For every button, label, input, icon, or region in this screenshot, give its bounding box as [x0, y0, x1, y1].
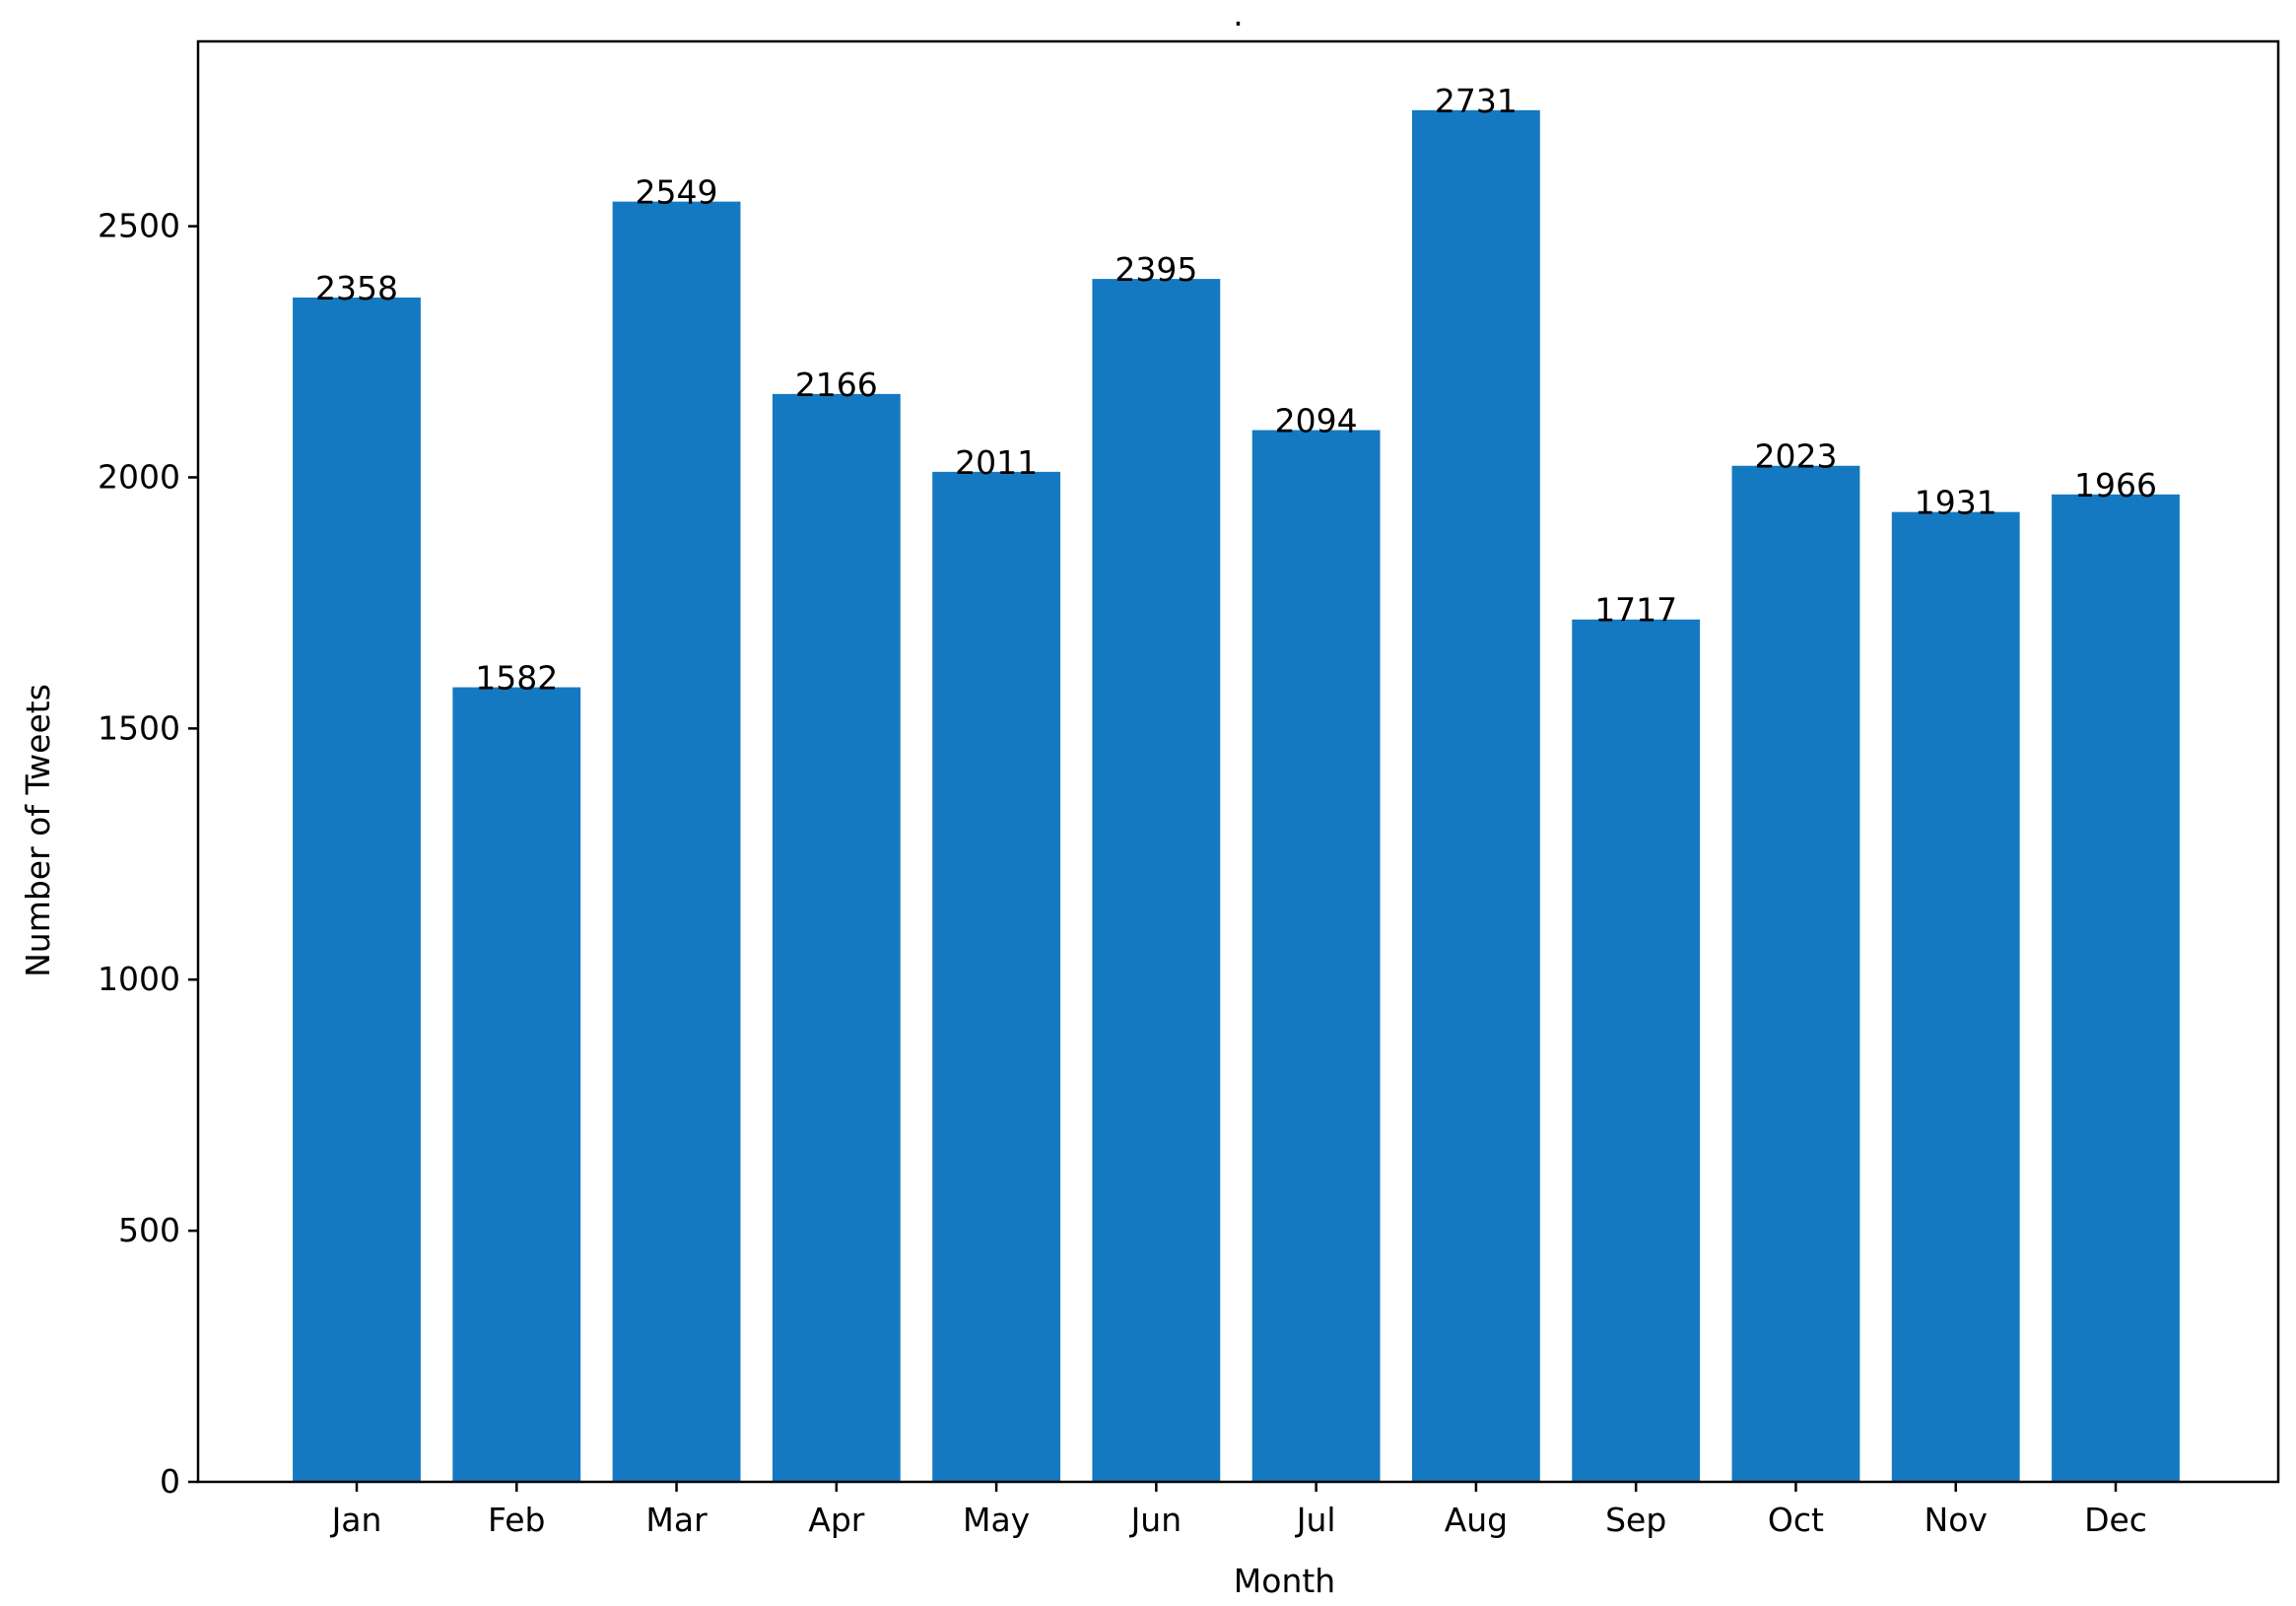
bar-may	[932, 471, 1060, 1482]
bar-mar	[612, 201, 741, 1482]
x-tick-label: Feb	[488, 1501, 545, 1539]
bar-value-label: 2395	[1114, 250, 1197, 289]
bar-value-label: 1966	[2074, 466, 2157, 504]
bars-group	[293, 109, 2180, 1483]
y-tick-label: 500	[118, 1211, 180, 1249]
y-tick-label: 0	[160, 1462, 180, 1501]
y-tick-label: 1000	[98, 960, 180, 998]
y-axis-label: Number of Tweets	[19, 684, 57, 977]
bar-jun	[1092, 279, 1221, 1482]
bar-sep	[1572, 619, 1701, 1482]
bar-value-label: 2023	[1754, 437, 1837, 476]
x-tick-label: Jul	[1295, 1501, 1336, 1539]
x-axis-label: Month	[1234, 1562, 1335, 1600]
bar-value-label: 1931	[1915, 484, 1997, 522]
bar-value-label: 2011	[955, 443, 1038, 482]
x-tick-label: Mar	[645, 1501, 708, 1539]
x-tick-label: Sep	[1605, 1501, 1666, 1539]
x-tick-label: Jan	[330, 1501, 382, 1539]
bar-labels-group: 2358 1582 2549 2166 2011 2395 2094 2731 1717 2023…	[315, 82, 2157, 698]
x-tick-label: Nov	[1925, 1501, 1988, 1539]
bar-value-label: 2731	[1435, 82, 1518, 120]
x-tick-label: Jun	[1129, 1501, 1182, 1539]
x-axis: Jan Feb Mar Apr May Jun Jul Aug Sep Oct Nov Dec	[330, 1482, 2147, 1539]
bar-jan	[293, 297, 421, 1483]
x-tick-label: May	[963, 1501, 1030, 1539]
y-axis: 0 500 1000 1500 2000 2500	[98, 207, 198, 1501]
bar-jul	[1251, 430, 1381, 1482]
chart-title: .	[1233, 0, 1244, 33]
bar-oct	[1731, 465, 1860, 1483]
y-tick-label: 2000	[98, 457, 180, 496]
y-tick-label: 2500	[98, 207, 180, 245]
plot-frame	[196, 39, 2280, 1484]
bar-nov	[1891, 511, 2020, 1482]
bar-aug	[1412, 109, 1540, 1482]
bar-value-label: 2549	[636, 173, 718, 212]
bar-value-label: 1582	[475, 659, 558, 698]
x-tick-label: Oct	[1768, 1501, 1824, 1539]
bar-value-label: 1717	[1594, 591, 1677, 630]
bar-dec	[2052, 494, 2180, 1482]
bar-apr	[772, 393, 901, 1483]
bar-value-label: 2094	[1275, 402, 1358, 440]
y-tick-label: 1500	[98, 708, 180, 747]
x-tick-label: Aug	[1445, 1501, 1508, 1539]
bar-feb	[452, 687, 581, 1482]
bar-value-label: 2358	[315, 269, 398, 307]
x-tick-label: Apr	[808, 1501, 865, 1539]
x-tick-label: Dec	[2084, 1501, 2147, 1539]
bar-value-label: 2166	[795, 366, 878, 404]
